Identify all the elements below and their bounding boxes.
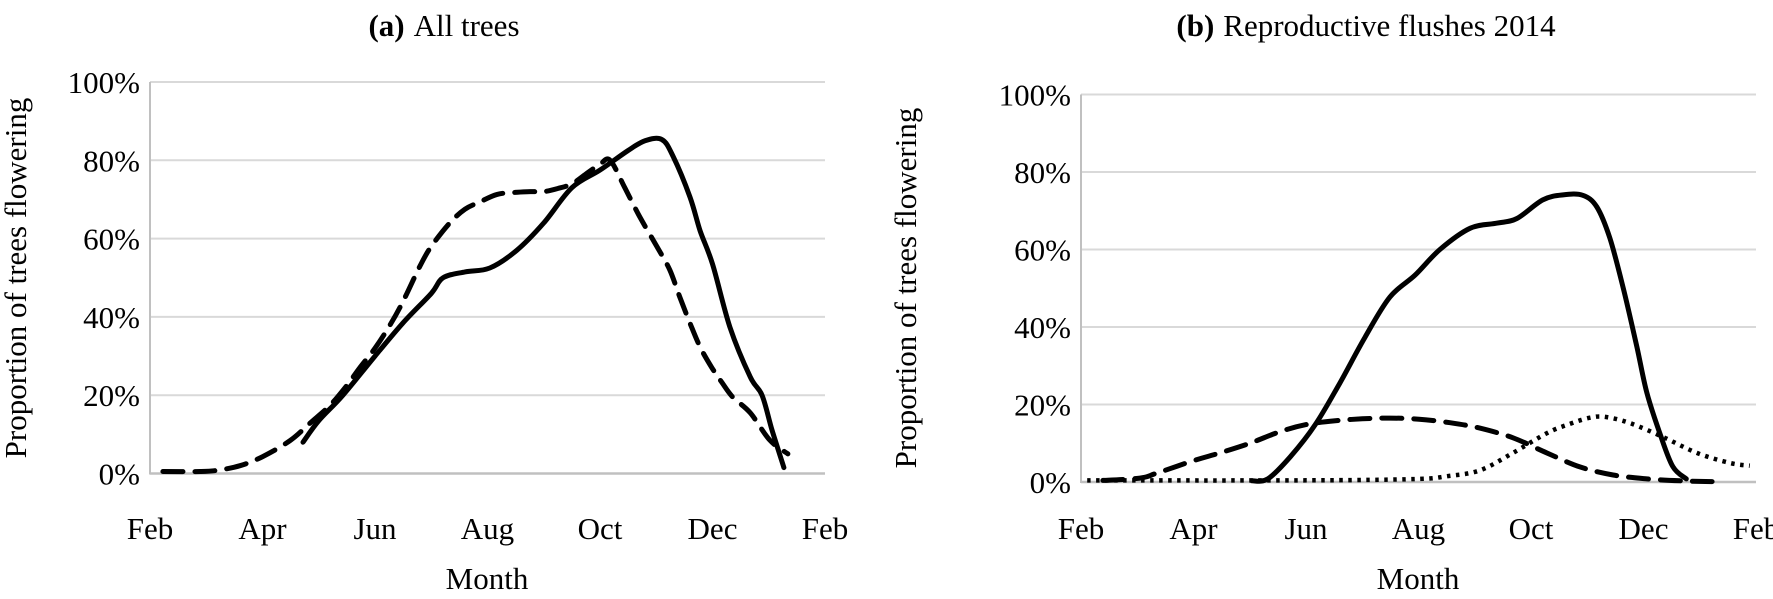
x-tick-label: Feb [802, 511, 849, 546]
x-tick-label: Jun [1284, 511, 1328, 546]
x-tick-label: Oct [1509, 511, 1554, 546]
y-tick-label: 0% [99, 457, 140, 492]
series-dashed-line [160, 156, 791, 475]
y-tick-label: 100% [999, 78, 1071, 113]
series-solid-line [300, 135, 787, 471]
x-tick-label: Aug [461, 511, 514, 546]
y-tick-label: 20% [83, 378, 140, 413]
series-dotted-line [1087, 414, 1751, 483]
x-tick-label: Aug [1392, 511, 1445, 546]
y-tick-label: 40% [83, 300, 140, 335]
panel-b: 0%20%40%60%80%100%Feb Apr Jun Aug Oct Dec Feb … [888, 8, 1773, 596]
y-tick-label: 80% [1014, 155, 1071, 190]
panel-a-tick-labels: 0% 20% 40% 60% 80% 100% Feb Apr Jun Aug Oct Dec Feb [68, 65, 849, 546]
panel-a: 0%20%40%60%80%100%Feb Apr Jun Aug Oct Dec Feb … [0, 8, 848, 596]
y-tick-label: 40% [1014, 310, 1071, 345]
panel-b-tick-labels: 0% 20% 40% 60% 80% 100% Feb Apr Jun Aug Oct Dec Feb [999, 78, 1773, 547]
y-tick-label: 100% [68, 65, 140, 100]
panel-b-gridlines [1080, 93, 1756, 484]
y-tick-label: 20% [1014, 388, 1071, 423]
x-tick-label: Apr [238, 511, 287, 546]
x-tick-label: Feb [1733, 511, 1773, 546]
y-tick-label: 60% [83, 222, 140, 257]
x-tick-label: Feb [127, 511, 174, 546]
panel-a-y-axis-title: Proportion of trees flowering [0, 98, 33, 459]
panel-a-label: (a) [368, 8, 404, 43]
series-solid-line [1249, 191, 1689, 484]
x-tick-label: Dec [688, 511, 738, 546]
panel-b-series [1087, 191, 1751, 485]
panel-a-series [160, 135, 791, 475]
panel-b-x-axis-title: Month [1377, 561, 1460, 596]
panel-a-gridlines [149, 81, 825, 475]
y-tick-label: 60% [1014, 233, 1071, 268]
x-tick-label: Feb [1058, 511, 1105, 546]
y-tick-label: 0% [1030, 465, 1071, 500]
y-tick-label: 80% [83, 143, 140, 178]
panel-b-label: (b) [1176, 8, 1214, 43]
x-tick-label: Dec [1619, 511, 1669, 546]
panel-b-y-axis-title: Proportion of trees flowering [888, 108, 923, 469]
series-dashed-line [1100, 415, 1715, 485]
panel-b-title-text: Reproductive flushes 2014 [1223, 8, 1556, 43]
panel-b-title: (b) Reproductive flushes 2014 [1176, 8, 1556, 43]
x-tick-label: Apr [1169, 511, 1218, 546]
panel-a-x-axis-title: Month [446, 561, 529, 596]
x-tick-label: Oct [578, 511, 623, 546]
panel-a-title: (a) All trees [368, 8, 519, 43]
x-tick-label: Jun [353, 511, 397, 546]
panel-a-title-text: All trees [414, 8, 520, 43]
